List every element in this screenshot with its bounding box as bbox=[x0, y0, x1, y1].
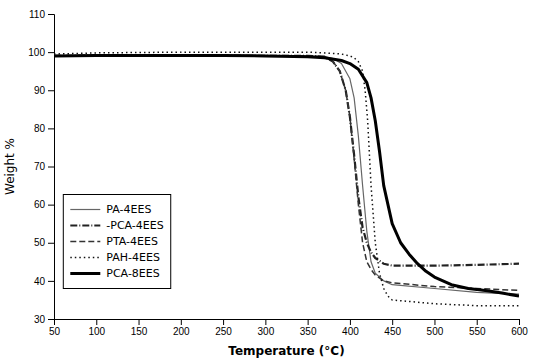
tick-label: 100 bbox=[88, 326, 105, 337]
tick: 50 bbox=[49, 319, 61, 337]
tick: 50 bbox=[34, 237, 54, 248]
y-axis-title: Weight % bbox=[3, 138, 17, 195]
tick-mark bbox=[392, 319, 393, 325]
tick-label: 40 bbox=[34, 276, 46, 287]
tick-mark bbox=[139, 319, 140, 325]
tick: 70 bbox=[34, 161, 54, 172]
tick-mark bbox=[477, 319, 478, 325]
tick: 200 bbox=[173, 319, 190, 337]
tick: 110 bbox=[29, 9, 54, 20]
plot: 50 100 150 200 250 300 350 400 450 500 550 600 30 40 5… bbox=[28, 9, 528, 337]
tick: 500 bbox=[427, 319, 444, 337]
tick: 600 bbox=[511, 319, 528, 337]
series-line bbox=[54, 56, 519, 297]
tick: 90 bbox=[34, 85, 54, 96]
series-line bbox=[54, 52, 519, 306]
tick: 150 bbox=[131, 319, 148, 337]
tick-label: 600 bbox=[511, 326, 528, 337]
tick: 80 bbox=[34, 123, 54, 134]
y-axis: 30 40 50 60 70 80 90 100 110 bbox=[28, 9, 54, 325]
tick: 350 bbox=[300, 319, 317, 337]
legend-swatch bbox=[70, 241, 100, 243]
tick: 250 bbox=[215, 319, 232, 337]
chart: 50 100 150 200 250 300 350 400 450 500 550 600 30 40 5… bbox=[0, 0, 537, 363]
tick: 100 bbox=[28, 47, 54, 58]
tick-label: 50 bbox=[34, 237, 46, 248]
x-axis-title: Temperature (°C) bbox=[228, 344, 344, 358]
legend-label: PA-4EES bbox=[106, 203, 151, 216]
tick-mark bbox=[181, 319, 182, 325]
tick-mark bbox=[48, 14, 54, 15]
lines bbox=[54, 52, 519, 306]
tick-mark bbox=[519, 319, 520, 325]
tick-label: 60 bbox=[34, 199, 46, 210]
tick-mark bbox=[434, 319, 435, 325]
tick-label: 110 bbox=[29, 9, 45, 20]
tick-mark bbox=[48, 281, 54, 282]
tick-mark bbox=[48, 90, 54, 91]
tick-label: 70 bbox=[34, 161, 46, 172]
legend-swatch bbox=[70, 224, 100, 226]
tick-mark bbox=[48, 128, 54, 129]
legend-label: -PCA-4EES bbox=[106, 219, 163, 232]
tick-mark bbox=[48, 243, 54, 244]
tick: 450 bbox=[384, 319, 401, 337]
tick-mark bbox=[265, 319, 266, 325]
tick: 40 bbox=[34, 276, 54, 287]
tick-label: 550 bbox=[469, 326, 486, 337]
legend-swatch bbox=[70, 272, 100, 275]
x-axis: 50 100 150 200 250 300 350 400 450 500 550 600 bbox=[49, 319, 528, 337]
series-line bbox=[54, 56, 519, 291]
tick-mark bbox=[48, 205, 54, 206]
tick-label: 350 bbox=[300, 326, 317, 337]
axis-line bbox=[55, 320, 520, 326]
tick-label: 100 bbox=[28, 47, 45, 58]
tick: 550 bbox=[469, 319, 486, 337]
tick-label: 450 bbox=[384, 326, 401, 337]
tick-label: 90 bbox=[34, 85, 46, 96]
tick-label: 150 bbox=[131, 326, 148, 337]
tick-label: 200 bbox=[173, 326, 190, 337]
legend-swatch bbox=[70, 257, 100, 259]
tick-mark bbox=[96, 319, 97, 325]
axis-line bbox=[48, 15, 55, 320]
tick-mark bbox=[48, 52, 54, 53]
tick-label: 50 bbox=[49, 326, 61, 337]
tick-label: 80 bbox=[34, 123, 46, 134]
legend-frame bbox=[63, 195, 170, 289]
tick-label: 400 bbox=[342, 326, 359, 337]
tick: 100 bbox=[88, 319, 105, 337]
tick-mark bbox=[48, 319, 54, 320]
tick: 300 bbox=[258, 319, 275, 337]
tick: 400 bbox=[342, 319, 359, 337]
tick: 30 bbox=[34, 314, 54, 325]
legend-label: PCA-8EES bbox=[106, 267, 159, 280]
tick-mark bbox=[48, 167, 54, 168]
tick-mark bbox=[308, 319, 309, 325]
tick-label: 250 bbox=[215, 326, 232, 337]
tick-label: 30 bbox=[34, 314, 46, 325]
tick-label: 500 bbox=[427, 326, 444, 337]
tick: 60 bbox=[34, 199, 54, 210]
tick-label: 300 bbox=[258, 326, 275, 337]
legend-label: PTA-4EES bbox=[106, 235, 158, 248]
legend-swatch bbox=[70, 209, 100, 210]
tick-mark bbox=[350, 319, 351, 325]
series-line bbox=[54, 56, 519, 295]
legend-label: PAH-4EES bbox=[106, 251, 160, 264]
legend: PA-4EES -PCA-4EES PTA-4EES PAH-4EES PCA-8EES bbox=[63, 195, 170, 289]
tick-mark bbox=[223, 319, 224, 325]
